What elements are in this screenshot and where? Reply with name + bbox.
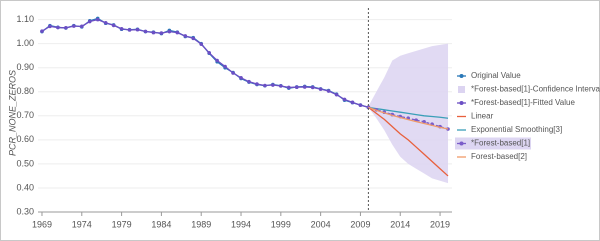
- point: [191, 36, 196, 41]
- legend-highlight: [455, 137, 531, 150]
- point: [247, 79, 251, 84]
- y-axis-label: PCR_NONE_ZEROS: [7, 70, 17, 156]
- x-tick-label: 1989: [191, 219, 211, 229]
- y-tick-label: 0.30: [16, 206, 34, 216]
- point: [56, 25, 60, 30]
- legend-label[interactable]: *Forest-based[1]: [471, 139, 530, 148]
- point: [111, 23, 116, 28]
- series-line: [368, 106, 449, 119]
- point: [318, 87, 323, 91]
- point: [263, 83, 267, 88]
- point: [127, 28, 132, 32]
- point: [199, 42, 204, 46]
- point: [350, 100, 355, 105]
- point: [95, 17, 100, 22]
- point: [310, 85, 315, 90]
- x-tick-label: 1974: [72, 219, 92, 229]
- x-tick-label: 2019: [430, 219, 450, 229]
- legend-marker: [459, 141, 464, 146]
- point: [183, 34, 188, 38]
- x-tick-label: 2004: [311, 219, 331, 229]
- y-tick-label: 0.40: [16, 182, 34, 192]
- point: [175, 30, 180, 35]
- point: [271, 83, 275, 87]
- point: [326, 89, 331, 93]
- point: [159, 31, 164, 35]
- point: [239, 76, 243, 80]
- y-tick-label: 1.10: [16, 14, 34, 24]
- x-tick-label: 2009: [350, 219, 370, 229]
- y-tick-label: 0.60: [16, 134, 34, 144]
- point: [40, 29, 44, 33]
- series-line: [368, 106, 449, 177]
- point: [294, 85, 299, 89]
- x-tick-label: 2014: [390, 219, 410, 229]
- point: [167, 29, 172, 34]
- point: [223, 64, 227, 69]
- legend-marker: [459, 101, 464, 105]
- point: [79, 24, 84, 29]
- point: [135, 27, 140, 32]
- legend-label[interactable]: *Forest-based[1]-Confidence Interval: [471, 85, 600, 94]
- y-tick-label: 1.00: [16, 38, 34, 48]
- legend-marker: [459, 74, 464, 78]
- point: [207, 51, 211, 55]
- legend-label[interactable]: Forest-based[2]: [471, 152, 527, 161]
- x-tick-label: 1994: [231, 219, 251, 229]
- x-tick-label: 1999: [271, 219, 291, 229]
- y-tick-label: 0.80: [16, 86, 34, 96]
- x-tick-label: 1979: [112, 219, 132, 229]
- point: [231, 71, 235, 75]
- point: [151, 30, 156, 35]
- point: [286, 85, 291, 90]
- legend-swatch: [458, 86, 465, 93]
- y-tick-label: 0.50: [16, 158, 34, 168]
- point: [358, 103, 363, 108]
- point: [334, 92, 339, 97]
- point: [255, 82, 259, 86]
- point: [215, 58, 219, 63]
- point: [72, 24, 76, 28]
- point: [342, 97, 347, 102]
- point: [87, 19, 92, 24]
- y-tick-label: 0.70: [16, 110, 34, 120]
- x-tick-label: 1969: [32, 219, 52, 229]
- series-line: [368, 106, 449, 130]
- point: [48, 24, 52, 29]
- point: [143, 29, 148, 34]
- legend-label[interactable]: *Forest-based[1]-Fitted Value: [471, 98, 575, 107]
- point: [119, 26, 124, 31]
- legend-label[interactable]: Original Value: [471, 71, 521, 80]
- legend-label[interactable]: Exponential Smoothing[3]: [471, 125, 562, 134]
- point: [302, 85, 307, 89]
- y-tick-label: 0.90: [16, 62, 34, 72]
- x-tick-label: 1984: [151, 219, 171, 229]
- point: [64, 25, 68, 30]
- point: [279, 84, 283, 88]
- legend-label[interactable]: Linear: [471, 112, 494, 121]
- point: [103, 20, 108, 25]
